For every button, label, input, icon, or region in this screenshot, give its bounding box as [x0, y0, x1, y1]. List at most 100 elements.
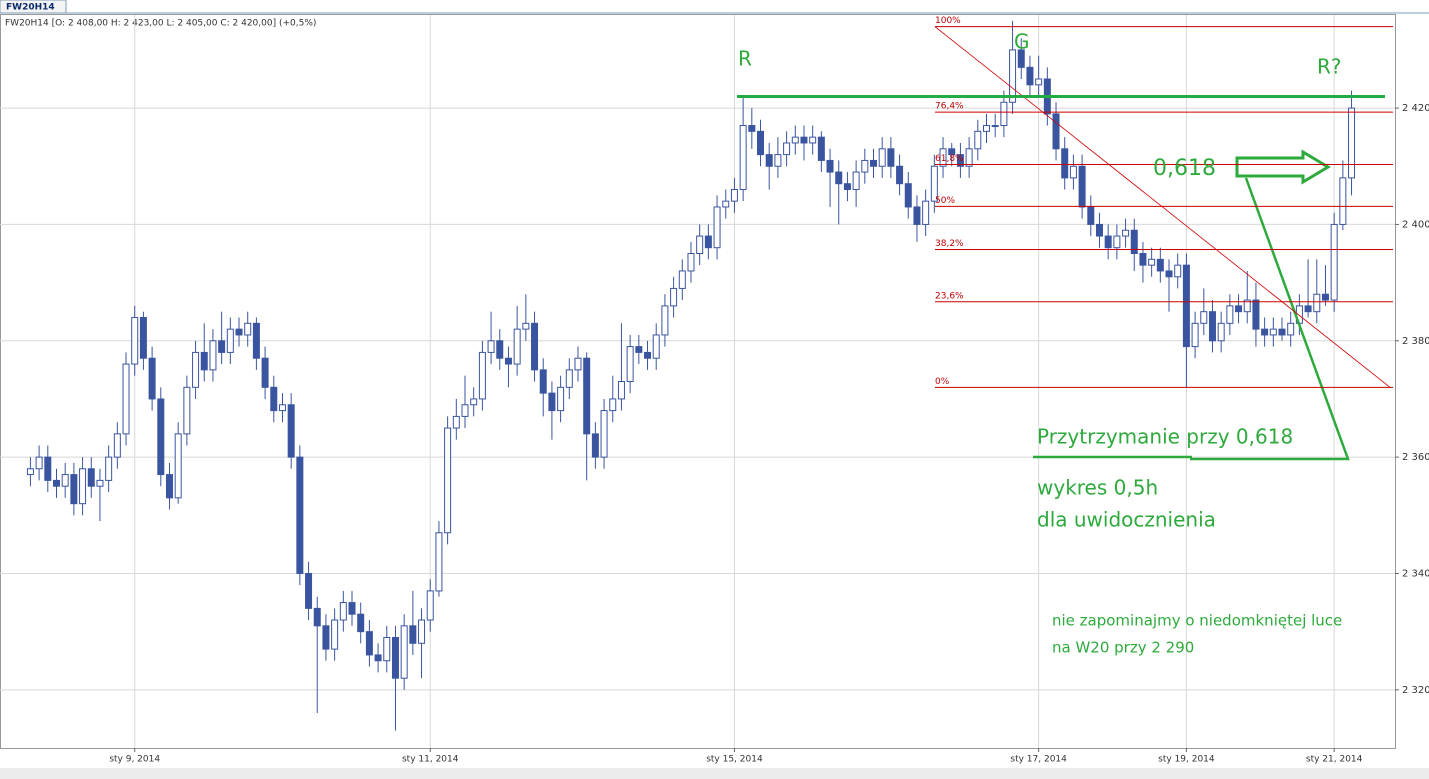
- candle-body: [157, 398, 165, 476]
- candle-body: [1191, 322, 1199, 348]
- x-tick-label: sty 9, 2014: [109, 755, 160, 765]
- candle-body: [1026, 66, 1034, 86]
- candle-body: [357, 613, 365, 633]
- candle-body: [1313, 293, 1321, 313]
- candle-body: [896, 165, 904, 185]
- candle-body: [426, 590, 434, 621]
- candle-body: [1339, 177, 1347, 225]
- callout-line: [1190, 177, 1350, 461]
- y-tick-label: 2 320: [1402, 685, 1429, 696]
- candle-body: [765, 154, 773, 167]
- candle-body: [704, 235, 712, 249]
- candle-body: [635, 346, 643, 353]
- candle-body: [235, 328, 243, 336]
- candle-body: [1348, 107, 1356, 179]
- fib-label: 61,8%: [935, 154, 964, 164]
- info-line: FW20H14 [O: 2 408,00 H: 2 423,00 L: 2 40…: [5, 19, 316, 29]
- candle-body: [722, 200, 730, 208]
- candle-body: [661, 305, 669, 336]
- candle-body: [1104, 235, 1112, 249]
- candle-body: [87, 468, 95, 487]
- candle-body: [1226, 305, 1234, 324]
- candle-body: [296, 456, 304, 574]
- candle-body: [1174, 264, 1182, 278]
- candle-body: [365, 631, 373, 656]
- candle-body: [852, 171, 860, 191]
- candle-body: [1243, 299, 1251, 313]
- overlay: 100% 76,4% 61,8% 50% 38,2% 23,6% 0% R G R? 0,618 Pr…: [737, 16, 1393, 657]
- candle-body: [626, 346, 634, 383]
- candle-body: [1148, 258, 1156, 266]
- candle-body: [843, 183, 851, 191]
- candle-body: [583, 357, 591, 435]
- candle-body: [609, 398, 617, 412]
- candle-body: [878, 148, 886, 167]
- candle-body: [739, 125, 747, 191]
- candle-body: [1217, 322, 1225, 342]
- candle-body: [870, 159, 878, 167]
- candle-body: [470, 398, 478, 406]
- candle-body: [61, 474, 69, 487]
- candle-body: [1069, 165, 1077, 179]
- candle-body: [948, 148, 956, 156]
- candle-body: [670, 287, 678, 307]
- tab[interactable]: [0, 0, 67, 14]
- candle-body: [165, 474, 173, 499]
- annotation: 0,618: [1153, 156, 1216, 181]
- candle-body: [287, 404, 295, 458]
- candle-body: [52, 479, 60, 487]
- candle-body: [122, 363, 130, 435]
- candle-body: [904, 183, 912, 208]
- candle-body: [600, 410, 608, 458]
- x-tick-label: sty 15, 2014: [706, 755, 763, 765]
- candle-body: [70, 474, 78, 505]
- fib-label: 0%: [935, 377, 950, 387]
- candle-body: [817, 136, 825, 161]
- candle-body: [982, 125, 990, 132]
- annotation: nie zapominajmy o niedomkniętej luce: [1052, 612, 1342, 630]
- candle-body: [565, 369, 573, 388]
- candle-body: [44, 456, 52, 481]
- candle-body: [696, 235, 704, 255]
- candle-body: [278, 404, 286, 412]
- candle-body: [313, 607, 321, 627]
- fib-label: 100%: [935, 16, 961, 26]
- candle-body: [209, 340, 217, 371]
- candle-body: [522, 322, 530, 330]
- candle-body: [96, 479, 104, 487]
- candle-body: [887, 148, 895, 167]
- candle-body: [1269, 328, 1277, 336]
- candle-body: [687, 253, 695, 272]
- candle-body: [1017, 49, 1025, 68]
- candle-body: [1156, 258, 1164, 272]
- y-tick-label: 2 340: [1402, 568, 1429, 579]
- y-tick-label: 2 380: [1402, 336, 1429, 347]
- candle-body: [270, 386, 278, 412]
- candle-body: [1182, 264, 1190, 348]
- annotation: dla uwidocznienia: [1037, 508, 1216, 532]
- candle-body: [652, 334, 660, 359]
- candle-body: [26, 468, 34, 476]
- candle-body: [444, 427, 452, 534]
- candle-body: [1087, 206, 1095, 225]
- candle-body: [192, 351, 200, 388]
- candle-body: [783, 142, 791, 156]
- candle-body: [348, 602, 356, 615]
- annotation: R?: [1317, 55, 1342, 79]
- candle-body: [331, 619, 339, 650]
- annotation: wykres 0,5h: [1037, 476, 1158, 500]
- candle-body: [322, 625, 330, 650]
- candle-body: [1208, 311, 1216, 342]
- candle-body: [617, 381, 625, 400]
- candle-body: [496, 340, 504, 359]
- candle-body: [1061, 148, 1069, 179]
- candle-body: [139, 317, 147, 359]
- candle-body: [539, 369, 547, 394]
- arrow: [1235, 149, 1331, 185]
- candle-body: [487, 340, 495, 353]
- candle-body: [1321, 293, 1329, 301]
- candle-body: [244, 322, 252, 336]
- candle-body: [478, 351, 486, 400]
